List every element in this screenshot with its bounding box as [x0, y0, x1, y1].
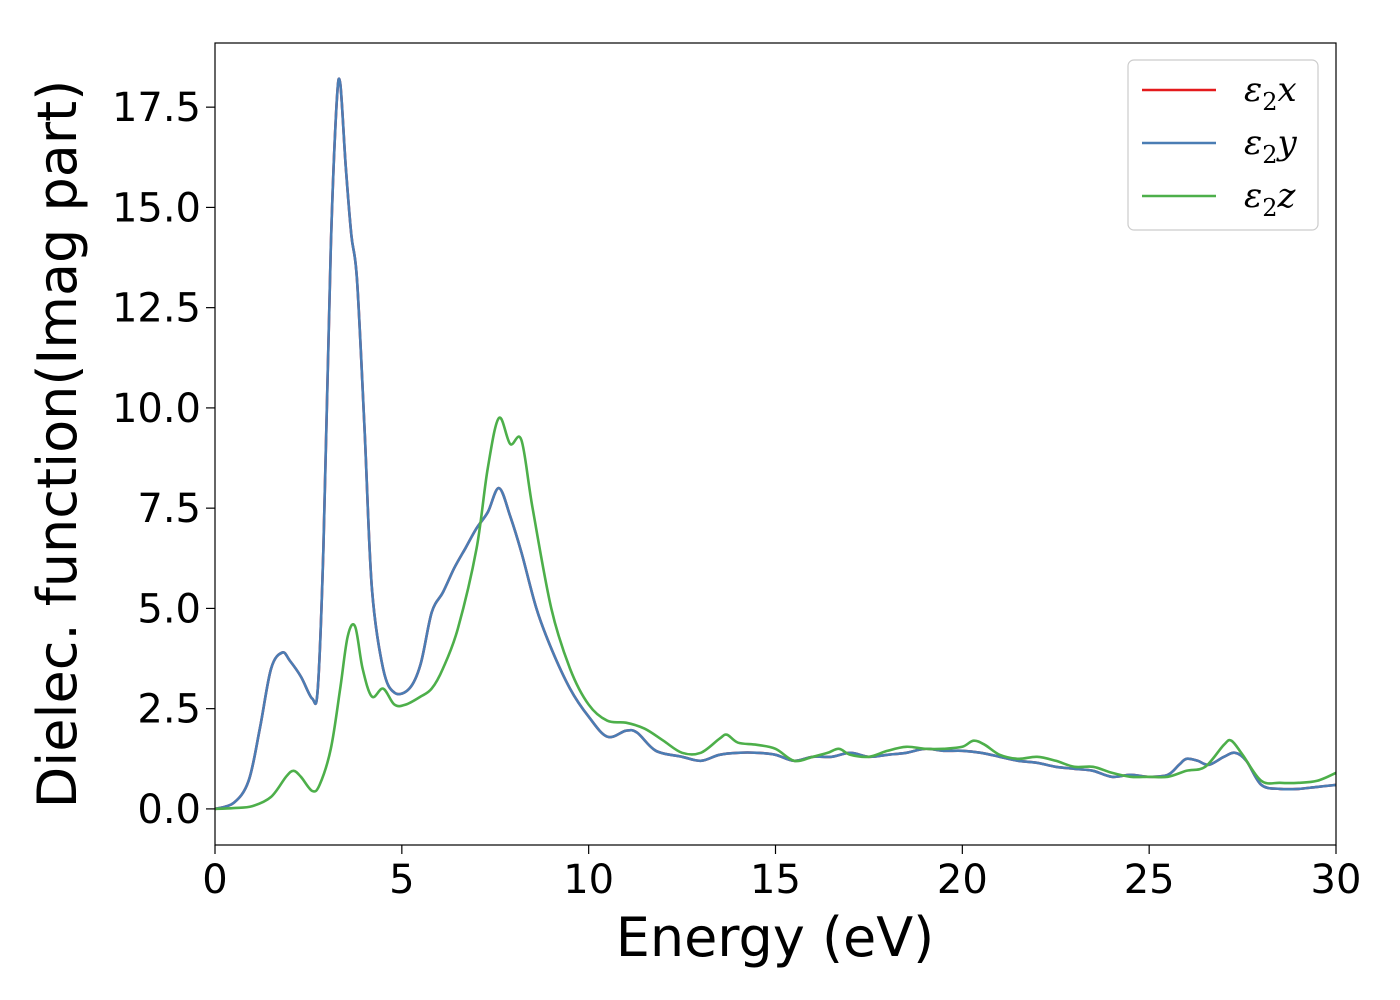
series-line-y — [215, 77, 1336, 811]
y-tick-label: 2.5 — [137, 687, 201, 733]
x-tick-label: 20 — [937, 857, 988, 903]
legend-label-base: ε — [1244, 123, 1262, 163]
legend-label-base: ε — [1244, 70, 1262, 110]
y-axis: 0.0 2.5 5.0 7.5 10.0 12.5 15.0 17.5 — [112, 85, 215, 833]
y-tick-label: 12.5 — [112, 286, 201, 332]
legend-frame — [1127, 59, 1319, 231]
legend-label-suffix: y — [1276, 123, 1298, 163]
legend-label: ε2z — [1244, 176, 1297, 222]
series-line-z — [215, 416, 1336, 811]
legend-label: ε2y — [1244, 123, 1298, 169]
x-tick-label: 5 — [389, 857, 414, 903]
legend-label-subscript: 2 — [1262, 194, 1277, 222]
y-tick-label: 0.0 — [137, 787, 201, 833]
y-tick-label: 10.0 — [112, 386, 201, 432]
y-tick-label: 17.5 — [112, 85, 201, 131]
x-tick-label: 0 — [202, 857, 227, 903]
y-tick-label: 7.5 — [137, 486, 201, 532]
x-tick-label: 15 — [750, 857, 801, 903]
y-axis-title: Dielec. function(Imag part) — [26, 80, 89, 809]
x-axis: 0 5 10 15 20 25 30 — [202, 845, 1361, 903]
x-axis-title: Energy (eV) — [616, 906, 935, 969]
legend-label-suffix: x — [1278, 70, 1297, 110]
series-layer — [215, 77, 1336, 811]
legend-label-suffix: z — [1277, 176, 1297, 216]
x-tick-label: 10 — [563, 857, 614, 903]
legend-label-subscript: 2 — [1262, 88, 1277, 116]
legend-label-base: ε — [1244, 176, 1262, 216]
x-tick-label: 30 — [1311, 857, 1362, 903]
y-tick-label: 15.0 — [112, 185, 201, 231]
legend-label-subscript: 2 — [1262, 141, 1277, 169]
x-tick-label: 25 — [1124, 857, 1175, 903]
legend-label: ε2x — [1244, 70, 1297, 116]
y-tick-label: 5.0 — [137, 586, 201, 632]
